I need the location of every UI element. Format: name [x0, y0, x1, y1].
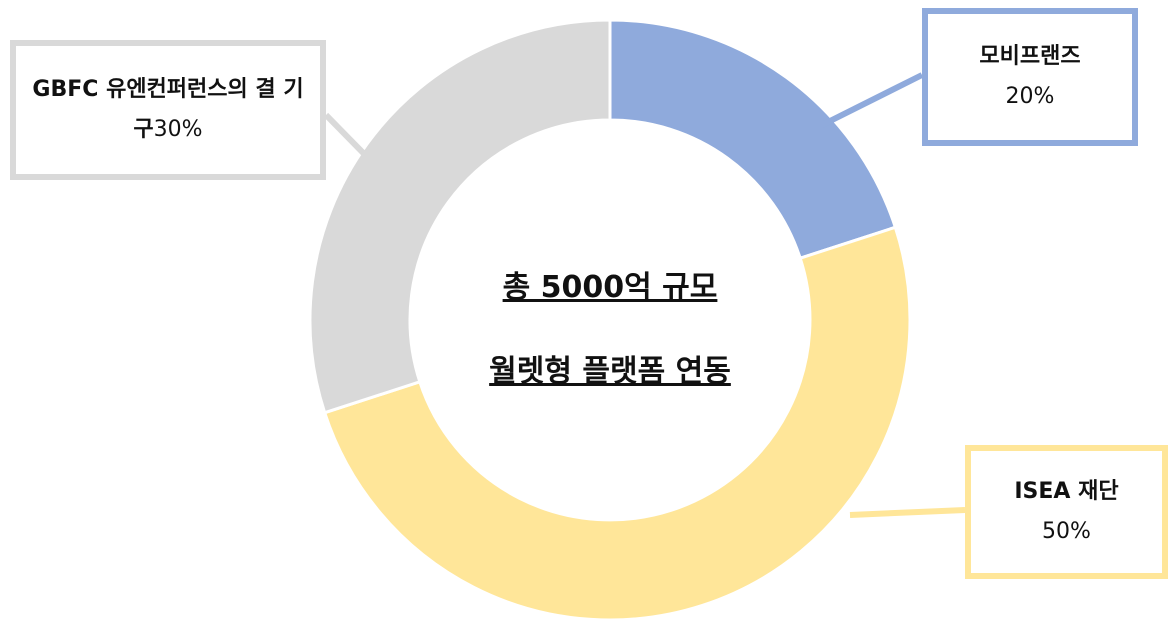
leader-line [816, 72, 924, 130]
data-label-box: GBFC 유엔컨퍼런스의 결 기구30% [10, 40, 326, 180]
data-label: ISEA 재단 50% [1014, 472, 1118, 552]
category-label: 모비프랜즈 [979, 44, 1081, 69]
value-label: 50% [1042, 519, 1091, 544]
category-label: GBFC 유엔컨퍼런스의 결 기구 [32, 77, 304, 142]
center-annotation: 월렛형 플랫폼 연동 [489, 354, 731, 389]
leader-line [849, 507, 966, 518]
data-label: 모비프랜즈 20% [979, 37, 1080, 117]
value-label: 30% [153, 117, 203, 142]
donut-segment [608, 18, 898, 261]
donut-segment [308, 18, 612, 415]
leader-line [323, 112, 378, 168]
center-annotation: 총 5000억 규모 [502, 270, 718, 305]
data-label-box: 모비프랜즈 20% [922, 8, 1138, 146]
donut-segment [322, 225, 912, 622]
data-label-box: ISEA 재단 50% [965, 445, 1168, 579]
value-label: 20% [1005, 84, 1055, 109]
category-label: ISEA 재단 [1014, 479, 1119, 504]
data-label: GBFC 유엔컨퍼런스의 결 기구30% [16, 70, 320, 150]
